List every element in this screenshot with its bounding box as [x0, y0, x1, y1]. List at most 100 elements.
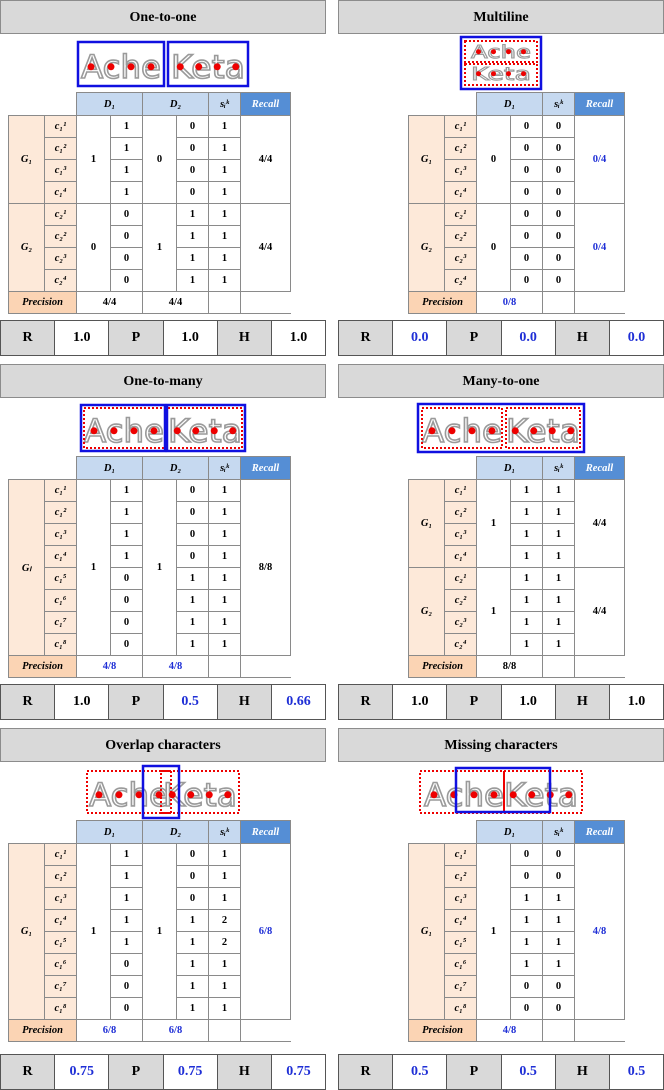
column-header: D₂ — [142, 92, 209, 116]
char-label: c₂² — [444, 225, 477, 248]
data-row: c₁⁷ 0 0 — [409, 975, 625, 998]
empty-cell — [240, 655, 291, 678]
char-label: c₁¹ — [44, 843, 77, 866]
precision-value: 8/8 — [476, 655, 543, 678]
char-label: c₁³ — [44, 159, 77, 182]
data-row: c₂⁴ 0 1 1 — [9, 269, 291, 292]
data-row: c₁⁶ 1 1 — [409, 953, 625, 976]
data-row: G₂ c₂¹ 1 1 1 4/4 — [408, 567, 625, 656]
metric-label: H — [216, 1055, 271, 1089]
group-value: 0 — [142, 115, 177, 204]
data-row: c₂² 0 1 1 — [9, 225, 291, 248]
cell-value: 1 — [510, 611, 543, 634]
cell-value: 1 — [176, 997, 209, 1020]
char-dot — [476, 49, 481, 55]
cell-value: 0 — [542, 975, 575, 998]
metric-label: H — [216, 685, 271, 719]
metric-value: 0.5 — [500, 1055, 555, 1089]
cell-value: 0 — [176, 479, 209, 502]
char-label: c₁² — [44, 501, 77, 524]
metric-label: H — [554, 1055, 609, 1089]
metric-value: 0.5 — [608, 1055, 663, 1089]
char-label: c₁¹ — [444, 115, 477, 138]
cell-value: 0 — [176, 843, 209, 866]
column-header: sᵢᵏ — [542, 456, 575, 480]
corner-cell — [408, 456, 477, 480]
char-dot — [173, 427, 181, 435]
cell-value: 1 — [510, 589, 543, 612]
cell-value: 0 — [510, 115, 543, 138]
cell-value: 0 — [510, 247, 543, 270]
panel-title: Overlap characters — [0, 728, 326, 762]
char-dot — [430, 791, 438, 799]
char-label: c₁⁶ — [44, 953, 77, 976]
data-row: c₁⁴ 0 0 — [409, 181, 625, 204]
cell-value: 1 — [542, 633, 575, 656]
char-label: c₂⁴ — [444, 269, 477, 292]
data-row: c₂⁴ 1 1 — [409, 633, 625, 656]
empty-cell — [240, 1019, 291, 1042]
metric-label: P — [108, 1055, 163, 1089]
cell-value: 1 — [110, 159, 143, 182]
metric-value: 0.0 — [392, 321, 446, 355]
char-label: c₁⁸ — [444, 997, 477, 1020]
group-value: 1 — [142, 843, 177, 1020]
metric-label: P — [446, 1055, 501, 1089]
metric-value: 0.66 — [270, 685, 325, 719]
cell-value: 0 — [176, 887, 209, 910]
cell-value: 1 — [176, 953, 209, 976]
summary-row: R 1.0 P 0.5 H 0.66 — [0, 684, 326, 720]
table-wrap: D₁ sᵢᵏ Recall G₁ c₁¹ 1 1 1 4/4 c₁² 1 1 c₁³ 1 1 c₁⁴ 1 1 G₂ c… — [338, 456, 664, 684]
recall-value: 4/4 — [240, 115, 291, 204]
corner-cell — [8, 92, 77, 116]
char-dot — [548, 427, 556, 435]
group-label: G₂ — [408, 203, 445, 292]
metrics-table: D₁ sᵢᵏ Recall G₁ c₁¹ 1 1 1 4/4 c₁² 1 1 c₁³ 1 1 c₁⁴ 1 1 G₂ c… — [408, 456, 625, 678]
column-header: Recall — [574, 820, 625, 844]
cell-value: 1 — [542, 931, 575, 954]
header-row: D₁ D₂ sᵢᵏ Recall — [8, 92, 291, 116]
metric-value: 1.0 — [392, 685, 446, 719]
metric-label: R — [339, 1055, 393, 1089]
char-dot — [490, 791, 498, 799]
char-dot — [213, 63, 221, 71]
char-dot — [428, 427, 436, 435]
metric-value: 0.75 — [270, 1055, 325, 1089]
cell-value: 1 — [176, 633, 209, 656]
recall-value: 0/4 — [574, 115, 625, 204]
data-row: G₁ c₁¹ 1 1 0 0 1 4/4 — [8, 115, 291, 204]
char-label: c₂³ — [444, 247, 477, 270]
word: Ache — [471, 42, 531, 63]
metric-label: R — [1, 1055, 55, 1089]
detection-box — [454, 766, 552, 814]
empty-cell — [542, 1019, 575, 1042]
precision-label: Precision — [408, 291, 477, 314]
detection-box — [416, 402, 586, 454]
header-row: D₁ sᵢᵏ Recall — [408, 456, 625, 480]
cell-value: 0 — [542, 269, 575, 292]
data-row: c₁⁴ 1 1 2 — [9, 909, 291, 932]
cell-value: 1 — [110, 523, 143, 546]
data-row: c₂⁴ 0 0 — [409, 269, 625, 292]
data-row: G₁ c₁¹ 1 1 1 0 1 6/8 — [8, 843, 291, 1020]
cell-value: 0 — [510, 843, 543, 866]
data-row: c₁² 1 0 1 — [9, 501, 291, 524]
data-row: c₂² 0 0 — [409, 225, 625, 248]
data-row: c₁² 1 0 1 — [9, 137, 291, 160]
precision-value: 4/8 — [76, 655, 143, 678]
group-label: G₁ — [8, 843, 45, 1020]
metrics-table: D₁ sᵢᵏ Recall G₁ c₁¹ 0 0 0 0/4 c₁² 0 0 c₁³ 0 0 c₁⁴ 0 0 G₂ c… — [408, 92, 625, 314]
column-header: D₂ — [142, 456, 209, 480]
char-label: c₂¹ — [44, 203, 77, 226]
char-label: c₁⁷ — [44, 975, 77, 998]
group-value: 0 — [476, 203, 511, 292]
cell-value: 1 — [110, 501, 143, 524]
cell-value: 1 — [176, 611, 209, 634]
char-label: c₁³ — [444, 159, 477, 182]
cell-value: 0 — [176, 865, 209, 888]
summary-row: R 0.5 P 0.5 H 0.5 — [338, 1054, 664, 1090]
char-label: c₂¹ — [444, 567, 477, 590]
